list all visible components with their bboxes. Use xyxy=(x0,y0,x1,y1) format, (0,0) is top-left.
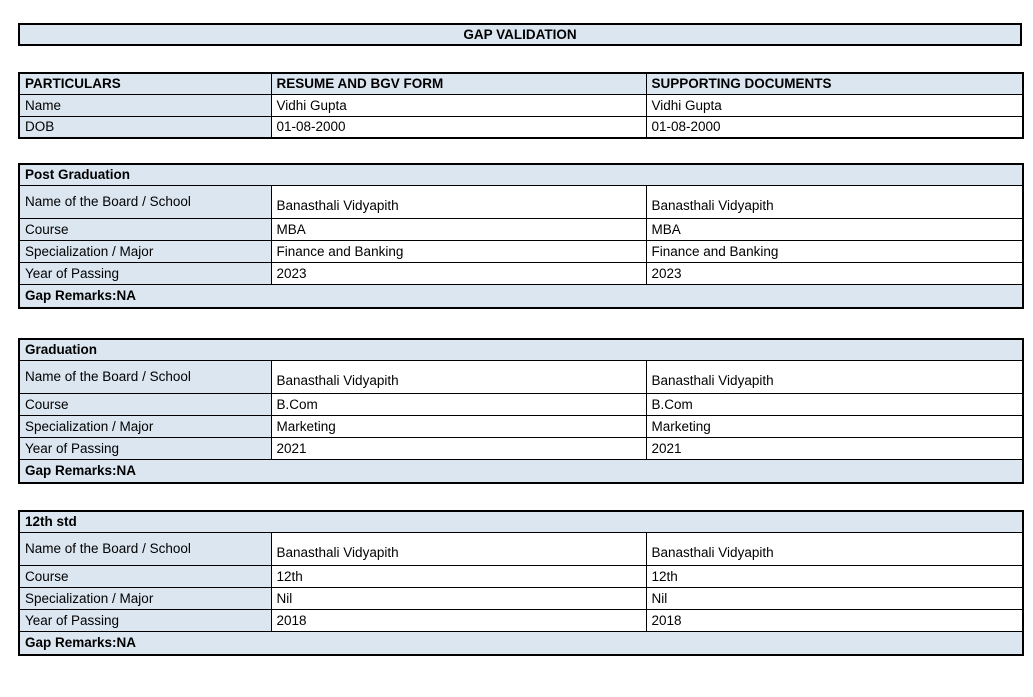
table-row-course: Course 12th 12th xyxy=(18,564,1024,588)
row-label-cell: Year of Passing xyxy=(18,436,272,460)
supporting-value-cell: 2021 xyxy=(645,436,1024,460)
supporting-value-cell: 2018 xyxy=(645,608,1024,632)
section-title: Post Graduation xyxy=(18,163,1024,186)
supporting-value-cell: Banasthali Vidyapith xyxy=(645,531,1024,566)
resume-value-cell: Banasthali Vidyapith xyxy=(270,184,647,219)
resume-value-cell: 2021 xyxy=(270,436,647,460)
resume-value-cell: Banasthali Vidyapith xyxy=(270,531,647,566)
table-row-year-of-passing: Year of Passing 2021 2021 xyxy=(18,436,1024,460)
supporting-value-cell: 12th xyxy=(645,564,1024,588)
resume-value-cell: Nil xyxy=(270,586,647,610)
section-title-row: Post Graduation xyxy=(18,163,1024,186)
row-label-cell: DOB xyxy=(18,115,272,139)
section-title-row: 12th std xyxy=(18,510,1024,533)
table-row-specialization: Specialization / Major Marketing Marketi… xyxy=(18,414,1024,438)
graduation-table: Graduation Name of the Board / School Ba… xyxy=(18,338,1025,484)
table-row-year-of-passing: Year of Passing 2018 2018 xyxy=(18,608,1024,632)
table-row-specialization: Specialization / Major Finance and Banki… xyxy=(18,239,1024,263)
resume-value-cell: Vidhi Gupta xyxy=(270,93,647,117)
table-row-course: Course MBA MBA xyxy=(18,217,1024,241)
row-label-cell: Course xyxy=(18,217,272,241)
table-row-board-school: Name of the Board / School Banasthali Vi… xyxy=(18,184,1024,219)
page-title-text: GAP VALIDATION xyxy=(463,27,577,42)
row-label-cell: Specialization / Major xyxy=(18,414,272,438)
gap-remarks-row: Gap Remarks:NA xyxy=(18,630,1024,656)
supporting-value-cell: 2023 xyxy=(645,261,1024,285)
particulars-table: PARTICULARS RESUME AND BGV FORM SUPPORTI… xyxy=(18,72,1024,139)
resume-value-cell: 2018 xyxy=(270,608,647,632)
gap-remarks: Gap Remarks:NA xyxy=(18,630,1024,656)
section-title: Graduation xyxy=(18,338,1024,361)
post-graduation-table: Post Graduation Name of the Board / Scho… xyxy=(18,163,1025,309)
resume-value-cell: 12th xyxy=(270,564,647,588)
row-label-cell: Name of the Board / School xyxy=(18,359,272,394)
gap-remarks: Gap Remarks:NA xyxy=(18,458,1024,484)
header-row: PARTICULARS RESUME AND BGV FORM SUPPORTI… xyxy=(18,72,1024,95)
table-row-board-school: Name of the Board / School Banasthali Vi… xyxy=(18,531,1024,566)
resume-value-cell: MBA xyxy=(270,217,647,241)
section-title-row: Graduation xyxy=(18,338,1024,361)
resume-value-cell: B.Com xyxy=(270,392,647,416)
row-label-cell: Specialization / Major xyxy=(18,239,272,263)
table-row-board-school: Name of the Board / School Banasthali Vi… xyxy=(18,359,1024,394)
column-header-resume-bgv: RESUME AND BGV FORM xyxy=(270,72,647,95)
row-label-cell: Year of Passing xyxy=(18,608,272,632)
supporting-value-cell: B.Com xyxy=(645,392,1024,416)
resume-value-cell: Banasthali Vidyapith xyxy=(270,359,647,394)
resume-value-cell: Finance and Banking xyxy=(270,239,647,263)
table-row-year-of-passing: Year of Passing 2023 2023 xyxy=(18,261,1024,285)
column-header-supporting-docs: SUPPORTING DOCUMENTS xyxy=(645,72,1024,95)
twelfth-std-table: 12th std Name of the Board / School Bana… xyxy=(18,510,1025,656)
supporting-value-cell: Finance and Banking xyxy=(645,239,1024,263)
supporting-value-cell: MBA xyxy=(645,217,1024,241)
row-label-cell: Name of the Board / School xyxy=(18,531,272,566)
resume-value-cell: 2023 xyxy=(270,261,647,285)
table-row-course: Course B.Com B.Com xyxy=(18,392,1024,416)
column-header-particulars: PARTICULARS xyxy=(18,72,272,95)
table-row-name: Name Vidhi Gupta Vidhi Gupta xyxy=(18,93,1024,117)
row-label-cell: Specialization / Major xyxy=(18,586,272,610)
section-title: 12th std xyxy=(18,510,1024,533)
row-label-cell: Name of the Board / School xyxy=(18,184,272,219)
table-row-specialization: Specialization / Major Nil Nil xyxy=(18,586,1024,610)
gap-remarks: Gap Remarks:NA xyxy=(18,283,1024,309)
table-row-dob: DOB 01-08-2000 01-08-2000 xyxy=(18,115,1024,139)
row-label-cell: Course xyxy=(18,564,272,588)
gap-remarks-row: Gap Remarks:NA xyxy=(18,283,1024,309)
gap-remarks-row: Gap Remarks:NA xyxy=(18,458,1024,484)
resume-value-cell: Marketing xyxy=(270,414,647,438)
row-label-cell: Year of Passing xyxy=(18,261,272,285)
supporting-value-cell: 01-08-2000 xyxy=(645,115,1024,139)
supporting-value-cell: Vidhi Gupta xyxy=(645,93,1024,117)
resume-value-cell: 01-08-2000 xyxy=(270,115,647,139)
supporting-value-cell: Marketing xyxy=(645,414,1024,438)
row-label-cell: Course xyxy=(18,392,272,416)
page-title: GAP VALIDATION xyxy=(18,23,1022,46)
supporting-value-cell: Banasthali Vidyapith xyxy=(645,359,1024,394)
supporting-value-cell: Banasthali Vidyapith xyxy=(645,184,1024,219)
supporting-value-cell: Nil xyxy=(645,586,1024,610)
row-label-cell: Name xyxy=(18,93,272,117)
